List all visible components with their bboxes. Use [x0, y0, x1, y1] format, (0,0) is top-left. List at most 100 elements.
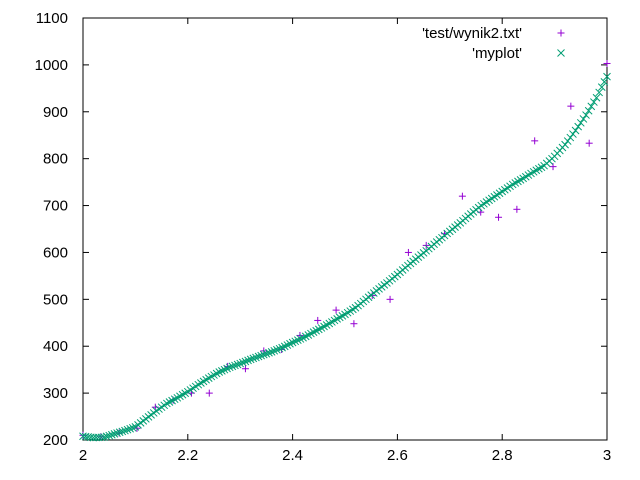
data-point	[100, 433, 108, 442]
data-point	[246, 355, 255, 364]
series-layer	[79, 59, 611, 442]
cross-b	[561, 140, 569, 149]
cross-b	[236, 359, 245, 368]
series-2	[79, 72, 611, 442]
cross-b	[262, 349, 271, 358]
data-point	[574, 122, 583, 131]
data-point	[236, 359, 245, 368]
data-point	[265, 348, 273, 357]
cross-b	[244, 356, 252, 365]
cross-b	[288, 338, 297, 347]
data-point	[566, 133, 575, 142]
data-point	[105, 431, 114, 440]
cross-b	[254, 352, 263, 361]
data-point	[296, 335, 305, 343]
data-point	[205, 389, 213, 397]
cross-b	[97, 433, 106, 442]
y-tick-label: 700	[43, 198, 68, 215]
cross-b	[89, 433, 98, 442]
cross-b	[265, 348, 273, 357]
cross-b	[241, 357, 250, 366]
data-point	[121, 426, 129, 435]
cross-b	[590, 98, 598, 106]
cross-b	[246, 355, 255, 364]
data-point	[286, 339, 294, 348]
cross-b	[113, 429, 121, 437]
cross-b	[563, 137, 572, 145]
data-point	[270, 346, 279, 355]
cross-b	[600, 78, 609, 86]
cross-b	[92, 433, 100, 442]
legend-label: 'test/wynik2.txt'	[422, 25, 522, 42]
data-point	[595, 88, 603, 97]
y-tick-label: 500	[43, 291, 68, 308]
cross-b	[102, 432, 111, 441]
cross-b	[597, 83, 606, 92]
data-point	[123, 425, 132, 434]
data-point	[563, 137, 572, 145]
cross-b	[110, 430, 119, 438]
data-point	[215, 368, 224, 376]
cross-b	[291, 337, 300, 346]
data-point	[126, 424, 135, 433]
series-1	[79, 59, 611, 441]
data-point	[513, 205, 521, 213]
data-point	[587, 102, 596, 111]
data-point	[495, 213, 503, 221]
cross-b	[252, 353, 260, 362]
data-point	[576, 118, 585, 127]
data-point	[404, 248, 412, 256]
data-point	[244, 356, 252, 365]
data-point	[115, 428, 124, 437]
y-axis: 200 300 400 500 600 700 800 900 1000 1100	[35, 10, 607, 449]
data-point	[600, 78, 609, 86]
data-point	[569, 130, 577, 138]
data-point	[225, 363, 234, 372]
data-point	[561, 140, 569, 149]
data-point	[582, 111, 590, 119]
data-point	[113, 429, 121, 437]
data-point	[350, 320, 358, 328]
data-point	[118, 427, 127, 436]
cross-b	[587, 102, 596, 111]
cross-b	[296, 335, 305, 343]
cross-b	[123, 425, 132, 434]
x-axis: 2 2.2 2.4 2.6 2.8 3	[79, 18, 611, 464]
data-point	[107, 430, 116, 439]
cross-b	[293, 336, 302, 344]
data-point	[252, 353, 260, 362]
cross-b	[100, 433, 108, 442]
legend-label: 'myplot'	[472, 45, 522, 62]
data-point	[228, 362, 237, 371]
data-point	[257, 351, 266, 360]
data-point	[585, 139, 593, 147]
cross-b	[576, 118, 585, 127]
x-tick-label: 2	[79, 447, 87, 464]
data-point	[275, 344, 284, 353]
data-point	[291, 337, 300, 346]
cross-b	[107, 430, 116, 439]
legend-marker	[557, 29, 565, 37]
cross-b	[249, 354, 258, 363]
data-point	[597, 83, 606, 92]
y-tick-label: 1100	[36, 10, 68, 27]
cross-b	[557, 49, 565, 57]
y-tick-label: 400	[43, 338, 68, 355]
cross-b	[571, 126, 580, 135]
cross-b	[280, 342, 289, 351]
cross-b	[228, 362, 237, 371]
data-point	[584, 106, 593, 115]
cross-b	[231, 361, 239, 370]
x-tick-label: 3	[603, 447, 611, 464]
cross-b	[215, 368, 224, 376]
cross-b	[259, 350, 268, 359]
cross-b	[257, 351, 266, 360]
y-tick-label: 300	[43, 385, 68, 402]
cross-b	[579, 115, 588, 123]
cross-b	[115, 428, 124, 437]
y-tick-label: 900	[43, 104, 68, 121]
cross-b	[584, 106, 593, 115]
y-tick-label: 200	[43, 432, 68, 449]
data-point	[579, 115, 588, 123]
data-point	[278, 343, 286, 352]
